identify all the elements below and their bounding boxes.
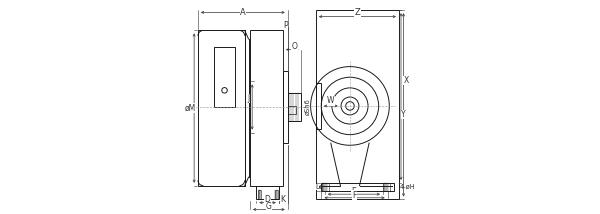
Bar [287, 93, 301, 121]
Text: Y: Y [401, 110, 406, 119]
Bar [275, 190, 278, 199]
Text: O: O [292, 42, 298, 51]
Text: Z: Z [355, 8, 360, 17]
Text: D: D [265, 195, 271, 204]
Bar [316, 83, 320, 129]
Text: E: E [352, 187, 356, 196]
Bar [287, 106, 296, 114]
Text: L: L [315, 184, 319, 190]
Text: K: K [281, 195, 286, 204]
Bar [256, 186, 279, 199]
Bar [283, 71, 287, 143]
Bar [198, 30, 245, 186]
Text: W: W [327, 96, 335, 105]
Text: X: X [403, 76, 409, 85]
Bar [214, 48, 235, 107]
Bar [321, 183, 394, 191]
Text: F: F [352, 190, 357, 199]
Text: P: P [283, 21, 287, 30]
Bar [322, 183, 329, 191]
Bar [383, 183, 390, 191]
Text: J: J [247, 94, 250, 103]
Text: 4-øH: 4-øH [400, 184, 415, 190]
Text: øM: øM [185, 104, 196, 113]
Bar [316, 10, 399, 199]
Text: G: G [266, 202, 272, 211]
Bar [250, 30, 283, 186]
Text: A: A [240, 8, 245, 17]
Text: øSh6: øSh6 [304, 99, 310, 115]
Bar [258, 190, 261, 199]
